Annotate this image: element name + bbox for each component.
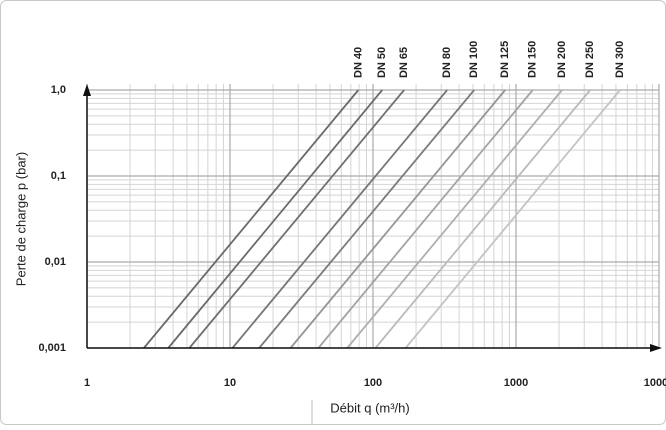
series-line (404, 89, 621, 349)
series-line (374, 89, 591, 349)
y-axis-label: Perte de charge p (bar) (13, 152, 28, 286)
series-label: DN 250 (584, 41, 596, 78)
series-label: DN 300 (614, 41, 626, 78)
x-axis-arrow (650, 344, 662, 352)
y-tick-label: 0,01 (45, 256, 66, 268)
series-line (231, 89, 448, 349)
series-label: DN 50 (376, 47, 388, 78)
series-line (188, 89, 405, 349)
y-axis-arrow (83, 84, 91, 96)
series-label: DN 150 (527, 41, 539, 78)
lines (143, 89, 621, 349)
x-tick-label: 10 (224, 377, 236, 389)
y-tick-label: 1,0 (51, 84, 66, 96)
series-line (143, 89, 360, 349)
series-label: DN 200 (556, 41, 568, 78)
x-tick-label: 1 (84, 377, 90, 389)
x-tick-label: 1000 (504, 377, 528, 389)
series-label: DN 100 (468, 41, 480, 78)
series-line (167, 89, 383, 349)
series-line (346, 89, 563, 349)
series-label: DN 80 (441, 47, 453, 78)
x-tick-label: 100 (364, 377, 382, 389)
series-line (317, 89, 534, 349)
y-tick-label: 0,1 (51, 170, 66, 182)
series-label: DN 125 (499, 41, 511, 78)
series-line (258, 89, 475, 349)
series-label: DN 40 (352, 47, 364, 78)
series-line (289, 89, 506, 349)
x-axis-label: Débit q (m³/h) (330, 400, 409, 415)
y-tick-label: 0,001 (38, 342, 66, 354)
series-label: DN 65 (398, 47, 410, 78)
